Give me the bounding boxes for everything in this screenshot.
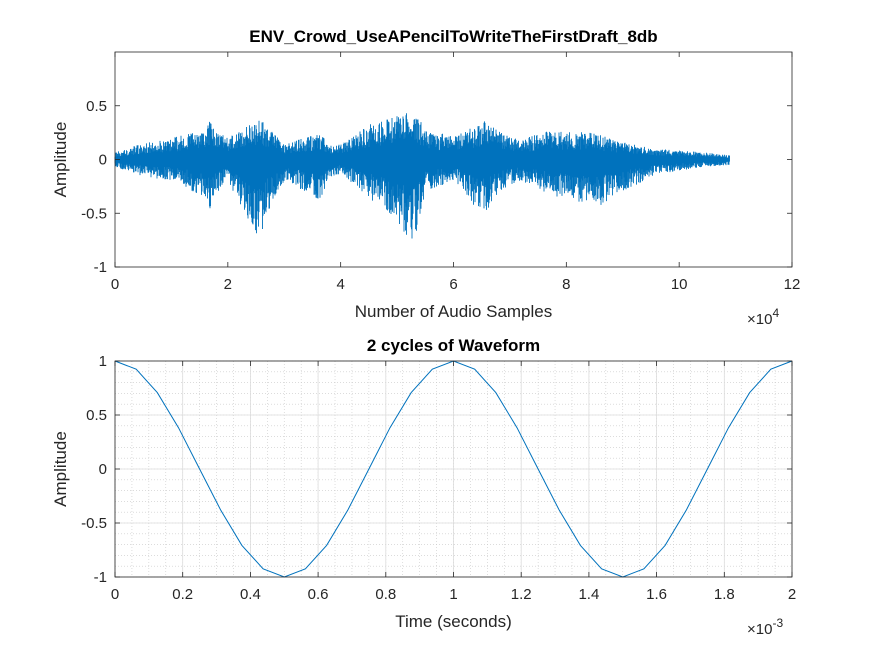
axes-box [114,51,793,268]
x-tick-label: 1 [449,586,457,603]
exponent-power: 4 [772,306,779,320]
x-tick-label: 0 [111,586,119,603]
y-tick-label: 0.5 [86,98,107,115]
x-tick-label: 1.6 [646,586,667,603]
y-tick-labels: -1 -0.5 0 0.5 1 [81,353,107,586]
x-tick-label: 10 [671,276,688,293]
y-tick-label: 0 [99,461,107,478]
x-tick-label: 2 [788,586,796,603]
x-tick-label: 1.2 [511,586,532,603]
x-tick-label: 1.8 [714,586,735,603]
y-tick-label: 0.5 [86,407,107,424]
exponent-power: -3 [772,616,783,630]
x-tick-label: 8 [562,276,570,293]
x-tick-label: 1.4 [578,586,599,603]
x-tick-label: 0.4 [240,586,261,603]
x-tick-label: 4 [336,276,344,293]
exponent-base: ×10 [747,621,772,638]
x-tick-label: 12 [784,276,801,293]
y-tick-label: 0 [99,152,107,169]
y-tick-label: -1 [94,259,107,276]
axes-box [114,360,793,578]
x-axis-label: Number of Audio Samples [355,302,553,321]
x-tick-label: 0 [111,276,119,293]
x-tick-label: 6 [449,276,457,293]
x-axis-label: Time (seconds) [395,612,512,631]
exponent-base: ×10 [747,311,772,328]
y-tick-label: 1 [99,353,107,370]
x-tick-label: 0.8 [375,586,396,603]
y-tick-label: -0.5 [81,515,107,532]
y-tick-label: -1 [94,569,107,586]
x-tick-label: 0.6 [308,586,329,603]
cycles-waveform-axes: 0 0.2 0.4 0.6 0.8 1 1.2 1.4 1.6 1.8 2 -1-0.500.51 … [51,336,796,638]
x-tick-labels: 0 2 4 6 8 10 12 [111,276,801,293]
audio-waveform-axes: 0 2 4 6 8 10 12 -1 -0.5 0 0.5 ENV_Crowd_UseAPenci… [51,27,800,328]
x-axis-exponent: ×104 [747,306,779,328]
chart-title: ENV_Crowd_UseAPencilToWriteTheFirstDraft… [249,27,657,46]
y-tick-labels: -1 -0.5 0 0.5 [81,98,107,276]
x-axis-exponent: ×10-3 [747,616,783,638]
y-axis-label: Amplitude [51,122,70,198]
x-tick-label: 2 [224,276,232,293]
x-tick-labels: 0 0.2 0.4 0.6 0.8 1 1.2 1.4 1.6 1.8 2 [111,586,796,603]
y-tick-label: -0.5 [81,205,107,222]
chart-title: 2 cycles of Waveform [367,336,540,355]
x-tick-label: 0.2 [172,586,193,603]
y-axis-label: Amplitude [51,431,70,507]
